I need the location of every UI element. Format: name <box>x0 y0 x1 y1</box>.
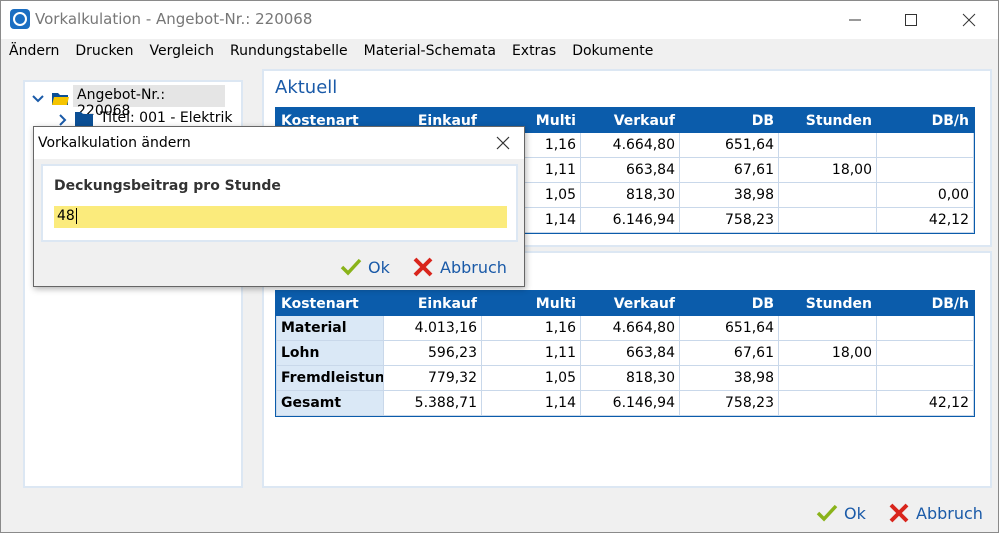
tree-icons <box>32 93 69 126</box>
cell <box>778 365 877 391</box>
cell <box>778 132 877 158</box>
tree-node[interactable]: Angebot-Nr.: 220068 <box>73 85 225 119</box>
cell <box>876 157 974 183</box>
menu-item[interactable]: Dokumente <box>572 43 654 59</box>
ok-label: Ok <box>844 503 866 523</box>
row: Lohn 596,23 1,11 663,84 67,61 18,00 <box>276 340 974 366</box>
ok-button[interactable]: Ok <box>816 503 866 523</box>
cell: 4.664,80 <box>580 132 680 158</box>
cell: 758,23 <box>679 390 779 416</box>
header-cell: Stunden <box>778 291 877 316</box>
cancel-label: Abbruch <box>440 257 507 277</box>
folder-icon <box>75 112 93 126</box>
cell: 18,00 <box>778 340 877 366</box>
cell: 38,98 <box>679 365 779 391</box>
table: Kostenart Einkauf Multi Verkauf DB Stunden DB/… <box>276 291 974 416</box>
header-cell: DB <box>679 291 779 316</box>
cancel-button[interactable]: Abbruch <box>888 503 983 523</box>
cell: Material <box>276 315 384 341</box>
header-row: Kostenart Einkauf Multi Verkauf DB Stunden DB/… <box>276 108 974 133</box>
table-second: Kostenart Einkauf Multi Verkauf DB Stunden DB/… <box>275 290 975 417</box>
cell <box>876 132 974 158</box>
dialog-body: Deckungsbeitrag pro Stunde 48 <box>41 164 518 242</box>
cell: 6.146,94 <box>580 390 680 416</box>
cell: Gesamt <box>276 390 384 416</box>
text-input[interactable]: 48 <box>54 206 507 228</box>
cell: 38,98 <box>679 182 779 208</box>
window-controls[interactable] <box>841 9 991 31</box>
cell: 758,23 <box>679 207 779 233</box>
cell: 42,12 <box>876 390 974 416</box>
cell <box>778 182 877 208</box>
cell: 4.664,80 <box>580 315 680 341</box>
window-title: Vorkalkulation - Angebot-Nr.: 220068 <box>35 10 313 28</box>
cell: 779,32 <box>383 365 482 391</box>
cell <box>778 207 877 233</box>
header-cell: Verkauf <box>580 291 680 316</box>
menu-item[interactable]: Ändern <box>9 43 60 59</box>
header-cell: Stunden <box>778 108 877 133</box>
header-cell: DB/h <box>876 291 974 316</box>
header-cell: Einkauf <box>383 291 482 316</box>
cell: 818,30 <box>580 365 680 391</box>
header-cell: DB/h <box>876 108 974 133</box>
section-title: Aktuell <box>275 77 338 98</box>
cell: 4.013,16 <box>383 315 482 341</box>
cell: 67,61 <box>679 340 779 366</box>
cell: 1,05 <box>481 365 581 391</box>
cell: 1,11 <box>481 340 581 366</box>
dialog-ok-button[interactable]: Ok <box>340 257 390 277</box>
cell: 651,64 <box>679 132 779 158</box>
header-cell: Verkauf <box>580 108 680 133</box>
menu-item[interactable]: Drucken <box>75 43 134 59</box>
dialog: Vorkalkulation ändern Deckungsbeitrag pr… <box>33 126 525 287</box>
cell <box>778 315 877 341</box>
cell <box>876 365 974 391</box>
menu-item[interactable]: Extras <box>511 43 557 59</box>
field-label: Deckungsbeitrag pro Stunde <box>54 178 281 194</box>
cell: 6.146,94 <box>580 207 680 233</box>
input-value: 48 <box>57 208 75 224</box>
cell: 67,61 <box>679 157 779 183</box>
cell: 18,00 <box>778 157 877 183</box>
cell: 651,64 <box>679 315 779 341</box>
cell <box>876 340 974 366</box>
cell: 818,30 <box>580 182 680 208</box>
tree-node[interactable]: Titel: 001 - Elektrik <box>100 110 233 126</box>
dialog-title: Vorkalkulation ändern <box>38 135 191 151</box>
header-row: Kostenart Einkauf Multi Verkauf DB Stunden DB/… <box>276 291 974 316</box>
header-cell: Kostenart <box>276 291 384 316</box>
dialog-title-bar: Vorkalkulation ändern <box>34 127 524 159</box>
row: Fremdleistung 779,32 1,05 818,30 38,98 <box>276 365 974 391</box>
menu-item[interactable]: Vergleich <box>149 43 215 59</box>
cell: 663,84 <box>580 340 680 366</box>
menu-item[interactable]: Rundungstabelle <box>230 43 348 59</box>
header-cell: Multi <box>481 291 581 316</box>
cell: 0,00 <box>876 182 974 208</box>
cell <box>876 315 974 341</box>
dialog-close[interactable] <box>496 136 510 150</box>
row: Material 4.013,16 1,16 4.664,80 651,64 <box>276 315 974 341</box>
menu-bar: Ändern Drucken Vergleich Rundungstabelle Mat… <box>1 39 669 63</box>
cancel-label: Abbruch <box>916 503 983 523</box>
ok-label: Ok <box>368 257 390 277</box>
menu-item[interactable]: Material-Schemata <box>363 43 496 59</box>
cell: 1,14 <box>481 390 581 416</box>
dialog-cancel-button[interactable]: Abbruch <box>412 257 507 277</box>
cell: 663,84 <box>580 157 680 183</box>
cell: 596,23 <box>383 340 482 366</box>
cell: Fremdleistung <box>276 365 384 391</box>
cell: Lohn <box>276 340 384 366</box>
header-cell: DB <box>679 108 779 133</box>
second-panel: Kostenart Einkauf Multi Verkauf DB Stunden DB/… <box>262 251 992 488</box>
cell: 1,16 <box>481 315 581 341</box>
cell <box>778 390 877 416</box>
cell: 5.388,71 <box>383 390 482 416</box>
row: Gesamt 5.388,71 1,14 6.146,94 758,23 42,12 <box>276 390 974 416</box>
app-icon <box>10 9 30 29</box>
title-bar: Vorkalkulation - Angebot-Nr.: 220068 <box>1 1 998 39</box>
cell: 42,12 <box>876 207 974 233</box>
